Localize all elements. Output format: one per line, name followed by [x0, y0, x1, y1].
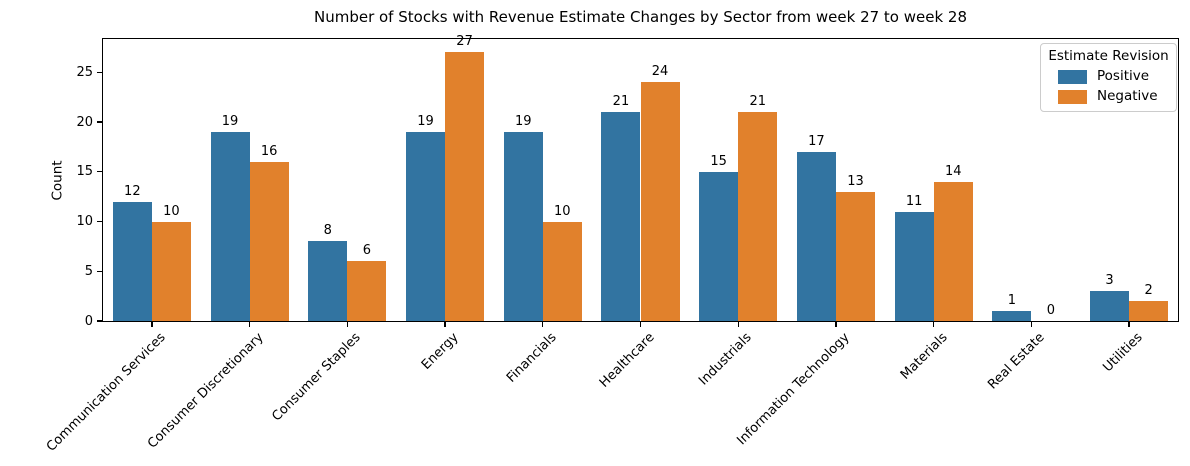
bar-value-label: 8 — [323, 223, 332, 239]
y-tick-label: 5 — [84, 263, 93, 279]
y-tick-mark — [96, 171, 102, 173]
y-tick-mark — [96, 71, 102, 73]
bar-value-label: 24 — [651, 64, 669, 80]
plot-area: 12 19 8 19 19 21 15 17 11 1 3 10 16 6 27 10 24 21 13 14 0 2 — [102, 34, 1179, 322]
bar-negative-energy — [445, 52, 485, 321]
bar-value-label: 19 — [417, 114, 434, 130]
bar-value-label: 19 — [514, 114, 532, 130]
y-tick-label: 10 — [76, 214, 93, 230]
bar-positive-materials — [894, 211, 934, 321]
y-tick-mark — [96, 220, 102, 223]
y-tick-mark — [96, 270, 102, 272]
bar-value-label: 2 — [1144, 283, 1153, 299]
bar-value-label: 15 — [710, 153, 727, 169]
bar-value-label: 10 — [554, 203, 571, 219]
bar-positive-information-technology — [796, 151, 836, 321]
y-tick-label: 25 — [76, 64, 93, 80]
y-tick-mark — [96, 320, 102, 322]
bar-negative-information-technology — [835, 191, 876, 321]
bar-positive-industrials — [699, 171, 739, 321]
bar-value-label: 27 — [456, 34, 473, 50]
x-tick-label-utilities: Utilities — [1100, 330, 1146, 376]
x-tick-mark — [444, 322, 446, 327]
legend-label-positive: Positive — [1097, 68, 1150, 84]
legend-swatch-negative-icon — [1058, 89, 1087, 104]
bar-value-label: 21 — [749, 94, 767, 110]
bar-value-label: 6 — [362, 243, 371, 259]
bar-negative-financials — [542, 221, 582, 321]
x-tick-mark — [1128, 322, 1130, 327]
chart-title: Number of Stocks with Revenue Estimate C… — [313, 8, 968, 26]
bar-positive-consumer-staples — [308, 241, 348, 321]
x-tick-mark — [151, 322, 153, 327]
bar-value-label: 12 — [124, 183, 141, 199]
legend-label-negative: Negative — [1097, 88, 1158, 104]
bar-value-label: 0 — [1046, 303, 1056, 318]
y-tick-label: 20 — [76, 114, 93, 130]
legend: Estimate Revision Positive Negative — [1040, 43, 1177, 112]
bar-positive-utilities — [1090, 291, 1130, 321]
y-tick-label: 0 — [84, 313, 93, 329]
bar-positive-healthcare — [601, 112, 641, 321]
bar-negative-utilities — [1129, 301, 1169, 321]
bar-value-label: 1 — [1007, 293, 1016, 309]
bar-value-label: 13 — [847, 173, 864, 189]
bar-value-label: 19 — [221, 114, 239, 130]
bar-value-label: 10 — [163, 203, 180, 219]
legend-item-negative: Negative — [1048, 85, 1169, 105]
bar-negative-communication-services — [151, 221, 191, 321]
legend-title: Estimate Revision — [1048, 48, 1169, 64]
bar-negative-consumer-discretionary — [249, 161, 289, 321]
x-tick-mark — [346, 322, 348, 327]
x-tick-mark — [542, 322, 544, 327]
bar-value-label: 16 — [260, 143, 278, 159]
x-tick-mark — [835, 322, 837, 327]
bar-negative-healthcare — [640, 82, 680, 321]
bar-positive-energy — [405, 132, 446, 321]
legend-item-positive: Positive — [1048, 65, 1169, 85]
bar-positive-financials — [503, 132, 543, 321]
legend-swatch-positive-icon — [1058, 69, 1087, 84]
bar-positive-real-estate — [992, 311, 1032, 321]
x-tick-mark — [737, 322, 739, 327]
bar-negative-industrials — [738, 112, 778, 321]
bar-positive-consumer-discretionary — [210, 132, 250, 321]
bar-value-label: 17 — [808, 133, 825, 149]
x-tick-mark — [639, 322, 642, 327]
bar-positive-communication-services — [112, 201, 152, 321]
y-tick-mark — [96, 121, 102, 123]
bar-value-label: 11 — [905, 193, 923, 209]
bar-value-label: 14 — [944, 163, 962, 179]
bar-value-label: 21 — [612, 94, 630, 110]
x-tick-mark — [248, 322, 251, 327]
bar-negative-consumer-staples — [347, 261, 387, 321]
bar-value-label: 3 — [1105, 273, 1114, 289]
y-tick-label: 15 — [76, 164, 93, 180]
x-tick-mark — [1030, 322, 1033, 327]
x-tick-mark — [933, 322, 935, 327]
bar-negative-materials — [933, 181, 973, 321]
